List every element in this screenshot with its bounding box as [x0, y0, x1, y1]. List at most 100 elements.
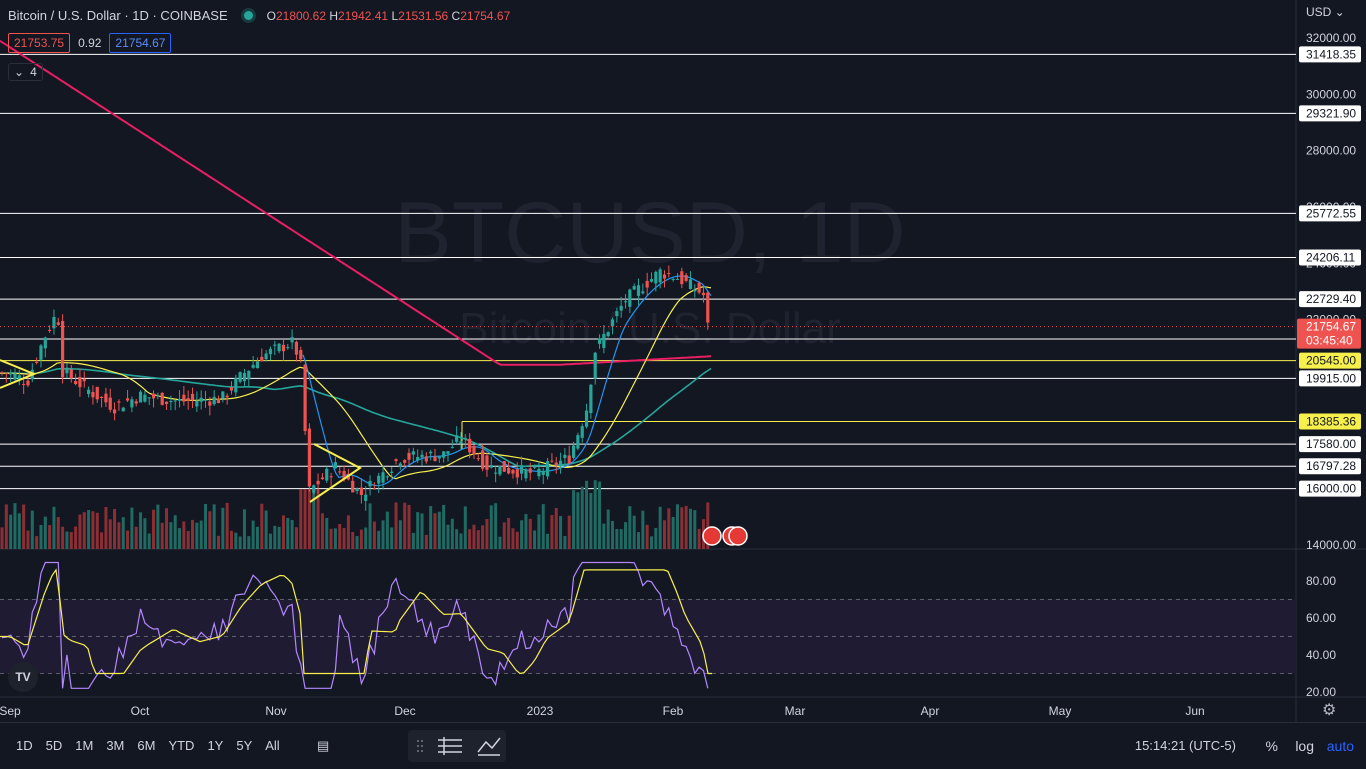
timeframe-6m[interactable]: 6M: [137, 738, 156, 753]
candle-body: [433, 456, 437, 461]
rsi-tick-label: 20.00: [1306, 685, 1336, 699]
volume-bar: [481, 525, 485, 549]
candle-body: [299, 349, 303, 360]
candle-body: [112, 409, 117, 414]
candle-body: [91, 391, 95, 398]
timeframe-3m[interactable]: 3M: [106, 738, 125, 753]
candle-body: [234, 378, 238, 393]
candle-body: [420, 454, 424, 458]
candle-body: [307, 428, 312, 487]
candle-body: [597, 338, 602, 344]
auto-scale-toggle[interactable]: auto: [1326, 738, 1354, 754]
volume-bar: [212, 504, 216, 549]
volume-bar: [312, 489, 316, 549]
time-tick-label: May: [1049, 704, 1072, 718]
volume-bar: [74, 526, 78, 549]
volume-bar: [247, 536, 251, 549]
drawing-toolbar[interactable]: [408, 730, 506, 762]
volume-bar: [260, 503, 264, 549]
candle-body: [576, 435, 580, 449]
candle-body: [125, 398, 130, 401]
candle-body: [411, 451, 415, 455]
candle-body: [528, 468, 532, 473]
volume-bar: [372, 521, 376, 549]
countdown-label: 03:45:40: [1306, 334, 1353, 348]
settings-gear-icon[interactable]: ⚙: [1322, 702, 1337, 719]
volume-bar: [91, 511, 95, 549]
volume-bar: [572, 490, 576, 549]
candle-body: [13, 373, 17, 380]
candle-body: [316, 480, 320, 485]
volume-bar: [463, 506, 467, 549]
chart-canvas[interactable]: BTCUSD, 1D Bitcoin / U.S. Dollar 32000.00 3…: [0, 0, 1366, 722]
candle-body: [472, 445, 476, 455]
volume-bar: [546, 533, 550, 549]
volume-bar: [69, 532, 73, 549]
time-tick-label: Dec: [394, 704, 415, 718]
volume-bar: [199, 520, 203, 549]
candle-body: [684, 275, 688, 281]
timeframe-1d[interactable]: 1D: [16, 738, 33, 753]
candle-body: [385, 476, 389, 478]
candle-body: [177, 399, 182, 401]
candle-body: [303, 364, 307, 432]
timeframe-1y[interactable]: 1Y: [207, 738, 224, 753]
candle-body: [186, 398, 190, 401]
volume-bar: [468, 529, 472, 549]
candle-body: [636, 285, 641, 296]
candle-body: [476, 458, 480, 460]
candle-body: [654, 271, 658, 284]
percent-toggle[interactable]: %: [1265, 738, 1278, 754]
timeframe-ytd[interactable]: YTD: [168, 738, 195, 753]
candle-body: [121, 407, 125, 412]
candle-body: [208, 401, 212, 406]
level-label-bg: [1299, 249, 1361, 266]
timeframe-1m[interactable]: 1M: [75, 738, 94, 753]
clock[interactable]: 15:14:21 (UTC-5): [1134, 738, 1236, 753]
buy-price-button[interactable]: 21754.67: [109, 33, 172, 53]
volume-bar: [381, 520, 385, 549]
tradingview-logo-icon[interactable]: TV: [8, 662, 38, 692]
candle-body: [606, 332, 610, 337]
indicators-toggle[interactable]: ⌄ 4: [8, 63, 43, 81]
log-toggle[interactable]: log: [1295, 738, 1314, 754]
candle-body: [706, 292, 710, 323]
candle-body: [602, 333, 606, 349]
candle-body: [658, 269, 662, 283]
volume-bar: [706, 502, 710, 549]
volume-bar: [61, 526, 65, 549]
symbol-title[interactable]: Bitcoin / U.S. Dollar · 1D · COINBASE: [8, 8, 228, 23]
candle-body: [589, 384, 593, 414]
candle-body: [610, 319, 615, 327]
timeframe-5d[interactable]: 5D: [45, 738, 63, 753]
candle-body: [632, 286, 636, 290]
volume-bar: [229, 530, 233, 549]
candle-body: [99, 396, 104, 398]
candle-body: [541, 470, 545, 475]
candle-body: [507, 467, 511, 474]
currency-selector[interactable]: USD ⌄: [1306, 5, 1345, 19]
level-label-bg: [1299, 370, 1361, 387]
candle-body: [329, 476, 333, 478]
candle-body: [554, 462, 558, 466]
candle-body: [442, 451, 446, 458]
candle-body: [468, 438, 472, 453]
candle-body: [242, 372, 247, 382]
volume-bar: [671, 516, 675, 549]
date-range-icon[interactable]: ▤: [317, 738, 330, 753]
timeframe-all[interactable]: All: [265, 738, 280, 753]
candle-body: [394, 459, 398, 462]
volume-bar: [251, 520, 255, 549]
volume-bar: [191, 519, 195, 549]
chart-header: Bitcoin / U.S. Dollar · 1D · COINBASE O2…: [8, 8, 510, 23]
sell-price-button[interactable]: 21753.75: [8, 33, 71, 53]
candle-body: [143, 394, 147, 402]
candle-body: [195, 401, 199, 407]
candle-body: [688, 279, 693, 290]
volume-bar: [338, 523, 342, 549]
volume-bar: [541, 504, 545, 549]
timeframe-5y[interactable]: 5Y: [236, 738, 253, 753]
candle-body: [407, 452, 411, 460]
candle-body: [212, 396, 216, 405]
level-label-bg: [1299, 46, 1361, 63]
